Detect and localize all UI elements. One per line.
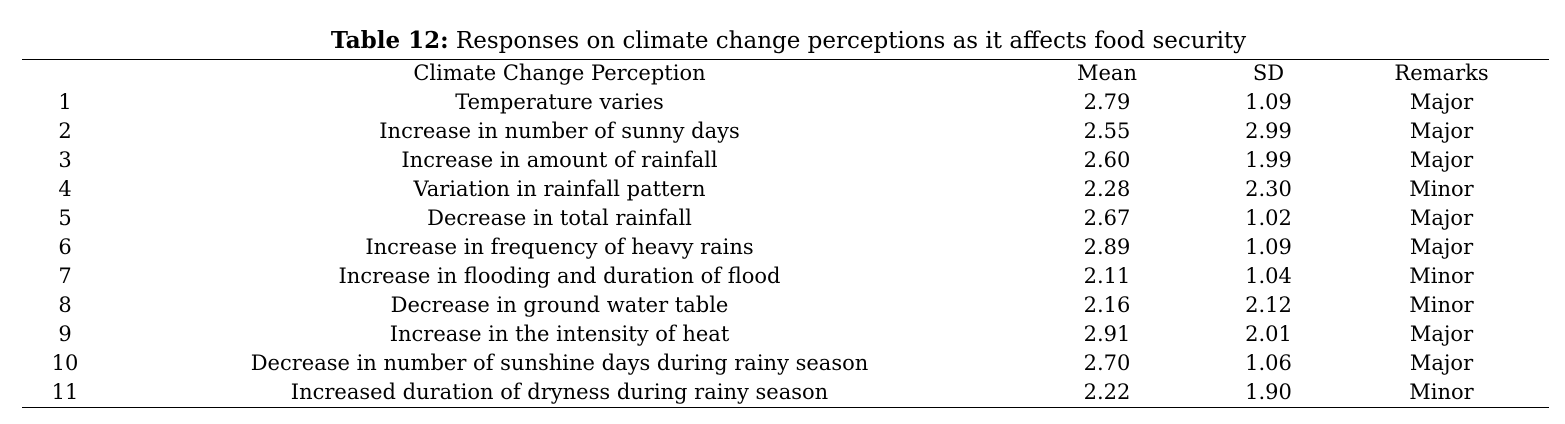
header-index — [22, 59, 108, 88]
table-bottom-rule — [22, 407, 1549, 408]
row-number: 7 — [58, 264, 72, 288]
row-sd: 2.99 — [1245, 119, 1292, 143]
row-number: 2 — [58, 119, 72, 143]
table-row: 11 Increased duration of dryness during … — [22, 378, 1549, 407]
row-mean: 2.89 — [1083, 235, 1131, 259]
row-remark: Major — [1409, 206, 1474, 230]
data-table: Climate Change Perception Mean SD Remark… — [22, 59, 1549, 407]
table-caption: Table 12: Responses on climate change pe… — [0, 26, 1565, 56]
row-mean: 2.79 — [1083, 90, 1131, 114]
header-remarks: Remarks — [1394, 61, 1489, 85]
table-body: 1 Temperature varies 2.79 1.09 Major 2 I… — [22, 88, 1549, 407]
row-number: 4 — [58, 177, 72, 201]
row-sd: 1.06 — [1245, 351, 1292, 375]
table-top-rule — [22, 59, 1549, 60]
table-row: 4 Variation in rainfall pattern 2.28 2.3… — [22, 175, 1549, 204]
row-sd: 1.90 — [1245, 380, 1292, 404]
row-number: 6 — [58, 235, 72, 259]
table-row: 3 Increase in amount of rainfall 2.60 1.… — [22, 146, 1549, 175]
header-perception: Climate Change Perception — [413, 61, 706, 85]
row-perception: Variation in rainfall pattern — [413, 177, 706, 201]
row-number: 9 — [58, 322, 72, 346]
table-row: 2 Increase in number of sunny days 2.55 … — [22, 117, 1549, 146]
row-mean: 2.70 — [1083, 351, 1131, 375]
table-row: 7 Increase in flooding and duration of f… — [22, 262, 1549, 291]
row-remark: Minor — [1409, 380, 1474, 404]
row-mean: 2.60 — [1083, 148, 1131, 172]
row-sd: 1.99 — [1245, 148, 1292, 172]
row-remark: Major — [1409, 322, 1474, 346]
row-perception: Increase in frequency of heavy rains — [365, 235, 754, 259]
row-sd: 2.12 — [1245, 293, 1292, 317]
table-row: 5 Decrease in total rainfall 2.67 1.02 M… — [22, 204, 1549, 233]
row-perception: Decrease in total rainfall — [427, 206, 692, 230]
header-mean: Mean — [1077, 61, 1137, 85]
row-remark: Major — [1409, 351, 1474, 375]
row-mean: 2.28 — [1083, 177, 1131, 201]
row-perception: Decrease in number of sunshine days duri… — [250, 351, 869, 375]
row-remark: Major — [1409, 90, 1474, 114]
table-header: Climate Change Perception Mean SD Remark… — [22, 59, 1549, 88]
row-number: 8 — [58, 293, 72, 317]
row-number: 1 — [58, 90, 72, 114]
row-number: 11 — [51, 380, 79, 404]
row-perception: Increase in number of sunny days — [379, 119, 740, 143]
row-remark: Major — [1409, 235, 1474, 259]
header-sd: SD — [1252, 61, 1285, 85]
row-perception: Decrease in ground water table — [390, 293, 729, 317]
table-row: 10 Decrease in number of sunshine days d… — [22, 349, 1549, 378]
row-remark: Major — [1409, 148, 1474, 172]
row-mean: 2.91 — [1083, 322, 1131, 346]
row-sd: 1.02 — [1245, 206, 1292, 230]
row-mean: 2.22 — [1083, 380, 1131, 404]
row-mean: 2.67 — [1083, 206, 1131, 230]
row-number: 10 — [51, 351, 79, 375]
row-sd: 2.01 — [1245, 322, 1292, 346]
table-row: 1 Temperature varies 2.79 1.09 Major — [22, 88, 1549, 117]
row-remark: Minor — [1409, 264, 1474, 288]
row-mean: 2.16 — [1083, 293, 1131, 317]
row-mean: 2.55 — [1083, 119, 1131, 143]
table-caption-label: Table 12: — [330, 27, 449, 54]
row-remark: Major — [1409, 119, 1474, 143]
row-sd: 1.09 — [1245, 90, 1292, 114]
row-number: 5 — [58, 206, 72, 230]
row-number: 3 — [58, 148, 72, 172]
row-perception: Increased duration of dryness during rai… — [290, 380, 829, 404]
row-sd: 1.09 — [1245, 235, 1292, 259]
row-perception: Increase in amount of rainfall — [401, 148, 718, 172]
table-caption-text: Responses on climate change perceptions … — [455, 28, 1247, 54]
row-remark: Minor — [1409, 293, 1474, 317]
row-perception: Increase in the intensity of heat — [389, 322, 730, 346]
table-row: 6 Increase in frequency of heavy rains 2… — [22, 233, 1549, 262]
row-perception: Increase in flooding and duration of flo… — [338, 264, 781, 288]
table-row: 9 Increase in the intensity of heat 2.91… — [22, 320, 1549, 349]
row-perception: Temperature varies — [455, 90, 664, 114]
row-sd: 1.04 — [1245, 264, 1292, 288]
row-sd: 2.30 — [1245, 177, 1292, 201]
table-row: 8 Decrease in ground water table 2.16 2.… — [22, 291, 1549, 320]
row-remark: Minor — [1409, 177, 1474, 201]
row-mean: 2.11 — [1083, 264, 1131, 288]
header-row: Climate Change Perception Mean SD Remark… — [22, 59, 1549, 88]
